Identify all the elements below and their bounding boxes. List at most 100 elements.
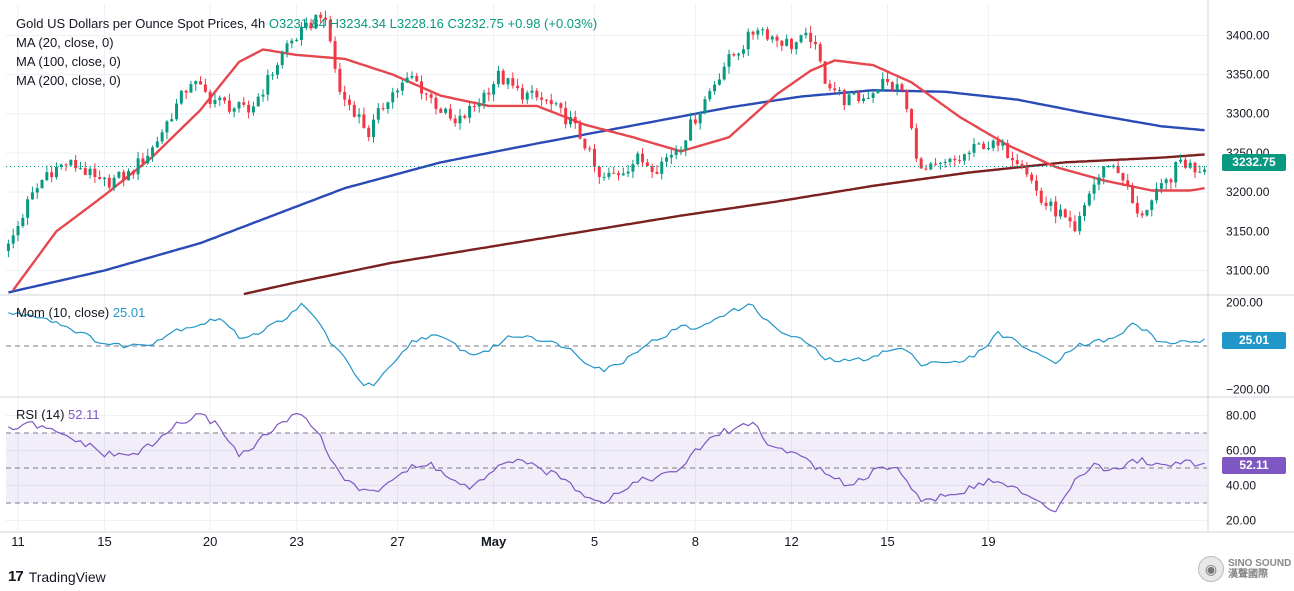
candle-body (626, 171, 630, 174)
candle-body (540, 97, 544, 100)
candle-body (919, 158, 923, 169)
candle-body (405, 77, 409, 83)
candle-body (1063, 209, 1067, 218)
legend-ma200[interactable]: MA (200, close, 0) (16, 73, 121, 88)
candle-body (256, 96, 260, 107)
candle-body (1006, 143, 1010, 158)
candle-body (578, 123, 582, 139)
candle-body (213, 100, 217, 104)
candle-body (593, 148, 596, 167)
candle-body (232, 108, 236, 112)
candle-body (1111, 165, 1115, 167)
candle-body (160, 132, 164, 142)
y-tick-label: 3150.00 (1226, 224, 1270, 238)
candle-body (343, 91, 347, 100)
candle-body (102, 177, 106, 180)
candle-body (261, 94, 265, 97)
candle-body (501, 70, 505, 85)
candle-body (938, 162, 942, 164)
candle-body (804, 32, 808, 36)
candle-body (698, 112, 702, 124)
candle-body (943, 161, 947, 163)
candle-body (886, 79, 890, 83)
candle-body (16, 226, 20, 236)
candle-body (1058, 209, 1062, 217)
rsi-value: 52.11 (68, 407, 100, 422)
candle-body (175, 103, 179, 120)
rsi-line (8, 412, 1205, 513)
candle-body (924, 168, 928, 170)
candle-body (117, 171, 121, 178)
x-tick-label: 8 (692, 534, 699, 549)
candle-body (794, 42, 798, 50)
globe-icon: ◉ (1198, 556, 1224, 582)
candle-body (304, 22, 308, 27)
candle-body (948, 158, 952, 162)
candle-body (708, 91, 712, 100)
x-tick-label: 23 (289, 534, 303, 549)
candle-body (482, 92, 486, 104)
candle-body (535, 90, 539, 98)
watermark-name: SINO SOUND (1228, 558, 1292, 569)
rsi-label[interactable]: RSI (14) 52.11 (16, 407, 100, 422)
candle-body (141, 158, 145, 164)
sino-sound-watermark: ◉ SINO SOUND 漢聲國際 (1198, 556, 1291, 582)
candle-body (775, 36, 779, 41)
candle-body (770, 36, 774, 40)
legend-change: +0.98 (+0.03%) (507, 16, 598, 31)
candle-body (1078, 216, 1082, 232)
candle-body (434, 97, 438, 109)
candle-body (223, 97, 227, 101)
candle-body (833, 88, 837, 91)
candle-body (516, 85, 520, 89)
candle-body (280, 52, 284, 66)
candle-body (910, 109, 914, 129)
legend-low: L3228.16 (389, 16, 444, 31)
y-tick-label: 3300.00 (1226, 107, 1270, 121)
candle-body (323, 17, 327, 20)
candle-body (660, 161, 664, 174)
candle-body (934, 163, 938, 165)
candle-body (838, 90, 841, 92)
candle-body (967, 152, 971, 155)
candle-body (6, 243, 10, 251)
candle-body (1001, 143, 1005, 146)
candle-body (83, 168, 87, 176)
ma200-line (243, 153, 1205, 296)
y-tick-label: 3200.00 (1226, 185, 1270, 199)
candle-body (1020, 163, 1024, 168)
candle-body (367, 127, 371, 138)
candle-body (511, 78, 515, 86)
candle-body (295, 39, 299, 41)
candle-body (386, 102, 390, 109)
candle-body (1102, 166, 1106, 178)
candle-body (203, 84, 207, 92)
candle-body (674, 150, 678, 155)
candle-body (146, 155, 150, 164)
mom-tick-label: −200.00 (1226, 382, 1270, 396)
candle-body (266, 75, 270, 95)
x-tick-label: 27 (390, 534, 404, 549)
candle-body (165, 121, 169, 133)
candle-body (881, 79, 885, 90)
legend-ma20[interactable]: MA (20, close, 0) (16, 35, 114, 50)
candle-body (338, 68, 342, 92)
tradingview-brand[interactable]: 17 TradingView (8, 568, 106, 585)
candle-body (458, 115, 462, 124)
candle-body (977, 143, 981, 145)
legend-ma100[interactable]: MA (100, close, 0) (16, 54, 121, 69)
candle-body (40, 180, 44, 189)
candle-body (732, 54, 736, 56)
ma100-layer (8, 89, 1205, 294)
rsi-tick-label: 60.00 (1226, 444, 1256, 458)
candle-body (472, 106, 476, 108)
momentum-label[interactable]: Mom (10, close) 25.01 (16, 305, 145, 320)
candle-body (271, 74, 275, 76)
momentum-layer (6, 302, 1207, 387)
candles (6, 10, 1207, 258)
candle-body (780, 40, 784, 46)
candle-body (852, 92, 856, 95)
candle-body (665, 157, 669, 162)
legend-title: Gold US Dollars per Ounce Spot Prices, 4… (16, 16, 266, 31)
